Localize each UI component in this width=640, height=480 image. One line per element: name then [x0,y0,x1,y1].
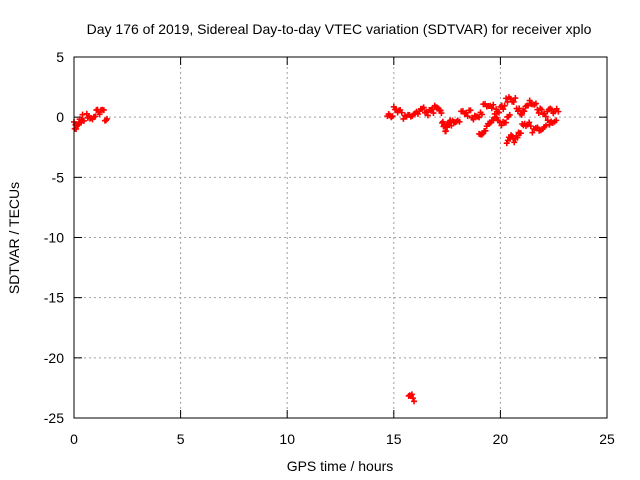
chart-title: Day 176 of 2019, Sidereal Day-to-day VTE… [87,21,592,37]
y-tick-label: -5 [52,169,65,185]
data-point [409,395,416,402]
x-tick-label: 25 [599,431,615,447]
data-point [448,122,455,129]
data-point [92,113,99,120]
data-point [467,107,474,114]
y-tick-label: 0 [56,109,64,125]
y-axis-ticks: -25 -20 -15 -10 -5 0 5 [44,49,607,426]
data-point [544,117,551,124]
data-point [79,111,86,118]
data-point [430,110,437,117]
data-point [516,105,523,112]
y-tick-label: 5 [56,49,64,65]
x-axis-label: GPS time / hours [287,458,394,474]
data-point [501,102,508,109]
data-point [512,95,519,102]
data-point [538,106,545,113]
data-point [104,115,111,122]
data-point [389,113,396,120]
data-point [400,115,407,122]
grid-lines [74,57,607,418]
data-point [553,117,560,124]
data-point [464,113,471,120]
data-points [71,94,562,405]
data-point [521,108,528,115]
data-point [490,101,497,108]
data-point [535,109,542,116]
data-point [488,105,495,112]
data-point [438,110,445,117]
x-axis-ticks: 0 5 10 15 20 25 [70,57,615,447]
data-point [476,114,483,121]
data-point [502,119,509,126]
data-point [420,104,427,111]
data-point [506,111,513,118]
data-point [511,139,518,146]
data-point [526,97,533,104]
data-point [498,122,505,129]
data-point [398,109,405,116]
data-point [429,106,436,113]
data-point [510,98,517,105]
y-tick-label: -20 [44,350,64,366]
plot-frame [73,56,608,419]
data-point [100,107,107,114]
data-point [546,121,553,128]
data-point [518,111,525,118]
data-point [424,112,431,119]
data-point [532,100,539,107]
data-point [526,119,533,126]
x-tick-label: 5 [177,431,185,447]
data-point [548,106,555,113]
data-point [525,102,532,109]
data-point [542,113,549,120]
x-tick-label: 10 [279,431,295,447]
data-point [555,108,562,115]
data-point [470,116,477,123]
data-point [527,123,534,130]
data-point [517,130,524,137]
data-point [442,128,449,135]
y-tick-label: -25 [44,410,64,426]
data-point [495,109,502,116]
x-tick-label: 0 [70,431,78,447]
data-point [408,391,415,398]
x-tick-label: 15 [386,431,402,447]
data-point [482,127,489,134]
y-tick-label: -15 [44,290,64,306]
x-tick-label: 20 [493,431,509,447]
data-point [80,117,87,124]
y-axis-label: SDTVAR / TECUs [6,182,22,294]
data-point [478,111,485,118]
data-point [508,132,515,139]
data-point [411,398,418,405]
data-point [456,118,463,125]
data-point [534,124,541,131]
data-point [514,134,521,141]
data-point [529,129,536,136]
y-tick-label: -10 [44,230,64,246]
data-point [96,111,103,118]
data-point [500,106,507,113]
